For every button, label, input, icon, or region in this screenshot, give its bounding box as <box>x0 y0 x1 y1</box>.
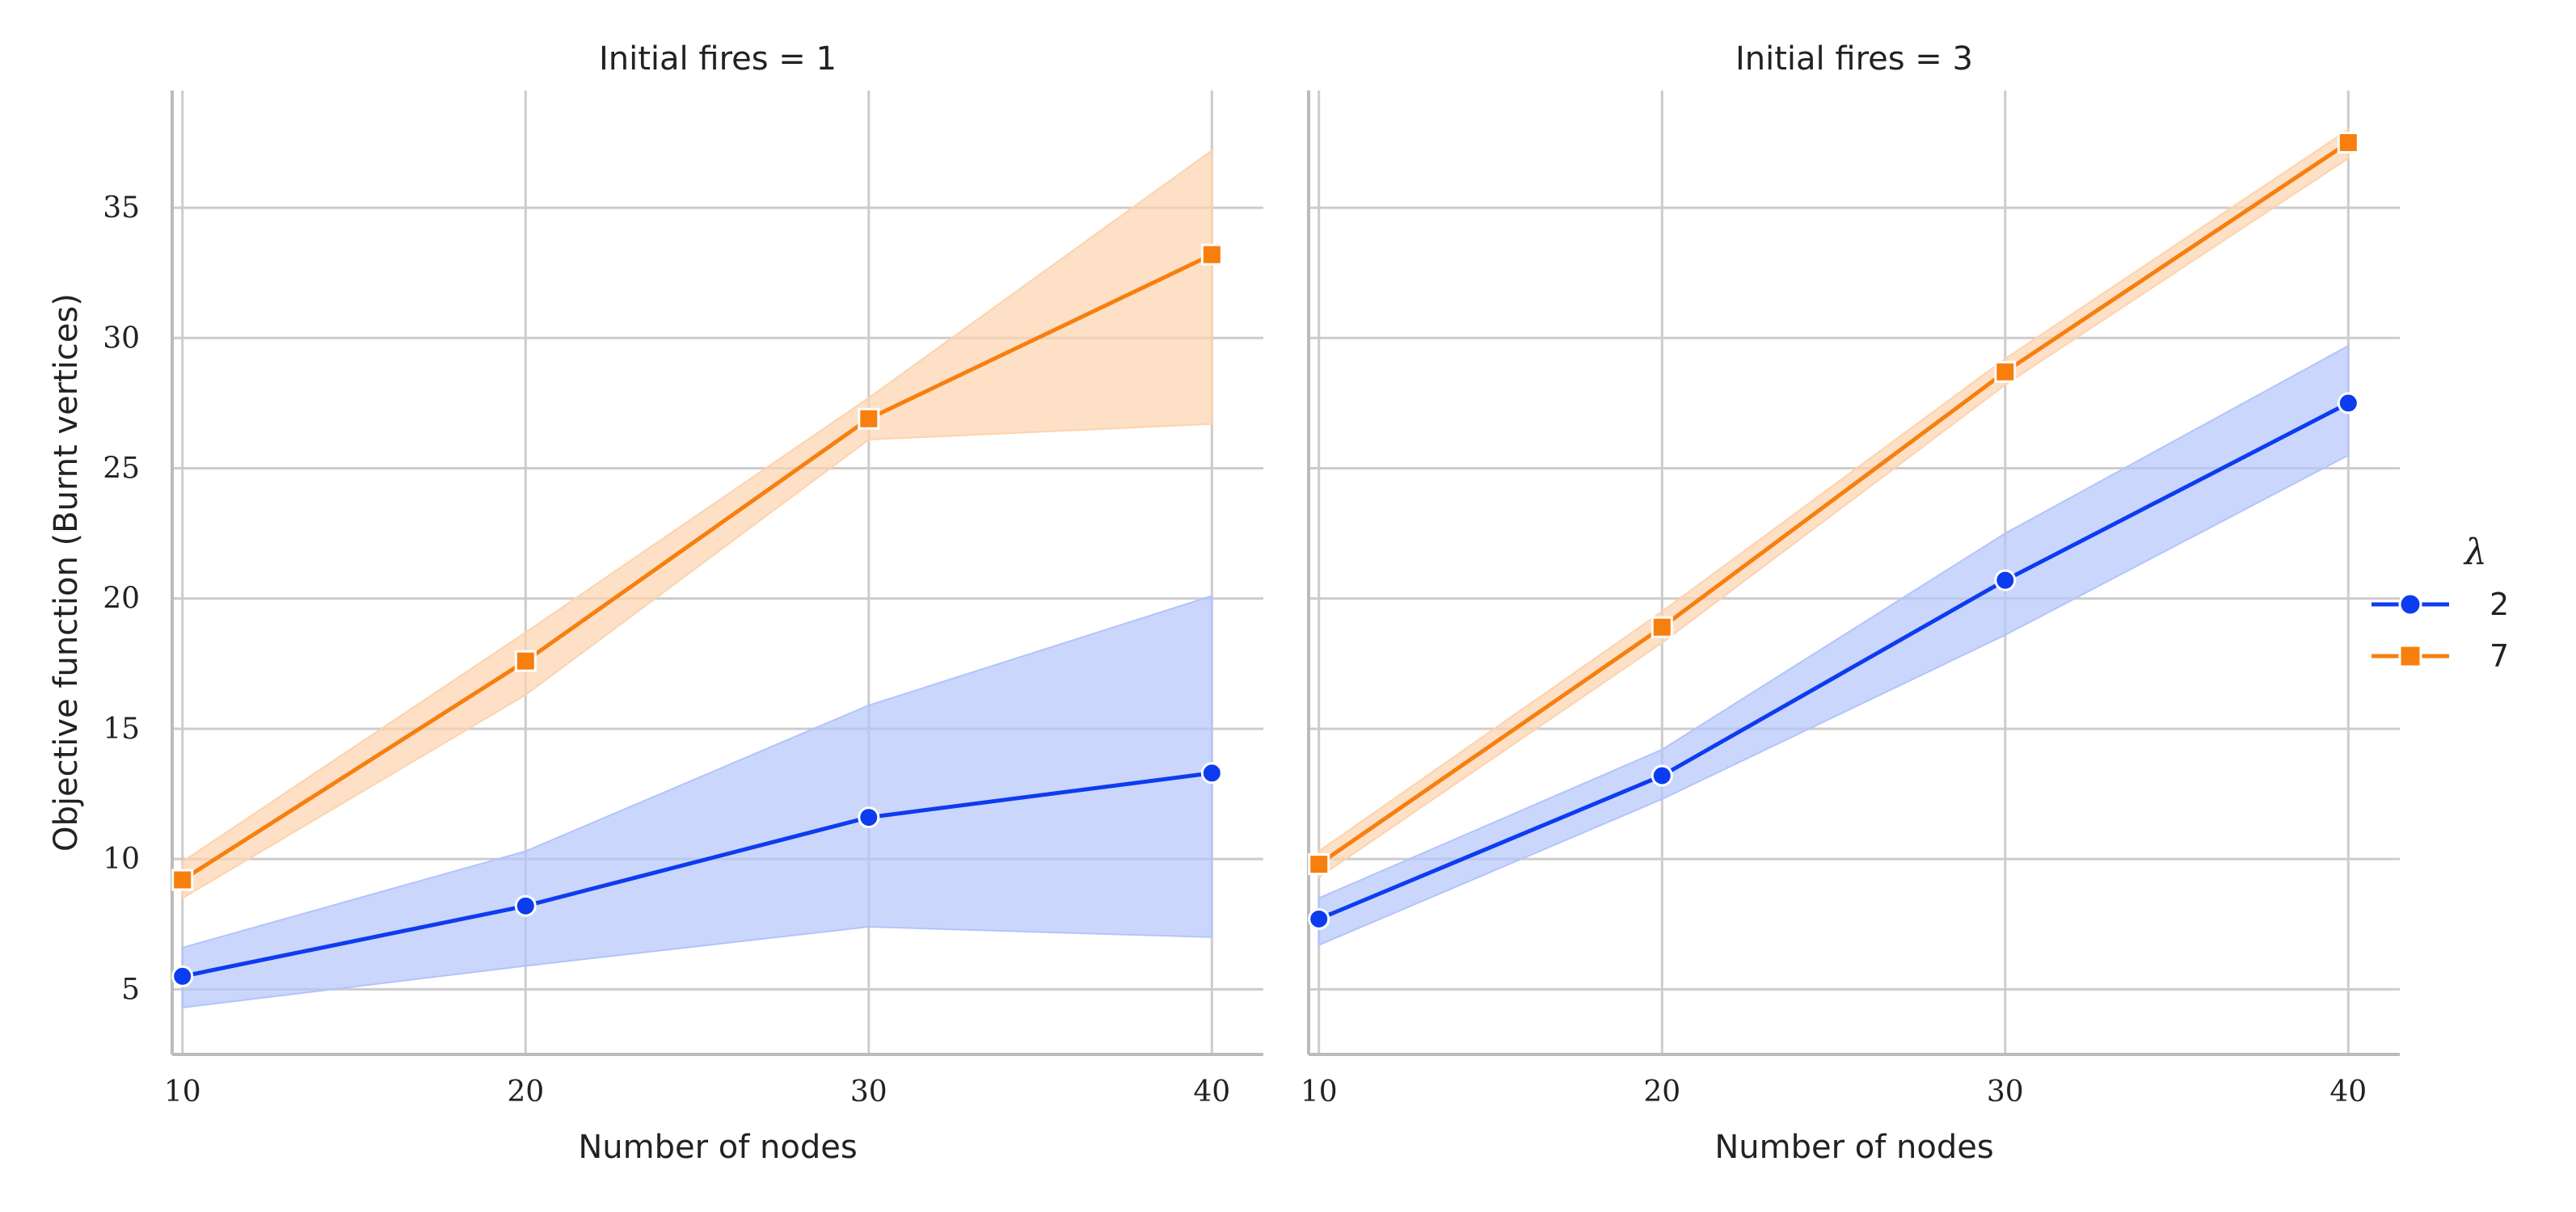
legend-item-2: 2 <box>2372 587 2509 622</box>
legend-label: 7 <box>2490 638 2509 674</box>
data-point-7 <box>514 650 537 672</box>
x-axis-label: Number of nodes <box>578 1129 857 1166</box>
legend-marker <box>2398 644 2422 668</box>
data-point-2 <box>514 894 537 917</box>
data-point-2 <box>1308 907 1330 930</box>
panel-title: Initial fires = 3 <box>1735 40 1973 78</box>
x-tick-label: 30 <box>850 1075 887 1109</box>
y-tick-label: 10 <box>103 843 140 876</box>
legend-items: 27 <box>2372 587 2509 674</box>
x-axis-label: Number of nodes <box>1714 1129 1993 1166</box>
data-point-7 <box>171 869 194 891</box>
x-tick-label: 20 <box>507 1075 544 1109</box>
data-point-7 <box>2337 131 2359 154</box>
confidence-band-7 <box>181 149 1213 900</box>
data-point-7 <box>1308 853 1330 876</box>
panel-2: 10 20 30 40 Initial fires = 3 Number of nodes <box>1301 40 2400 1166</box>
legend-title: λ <box>2463 532 2487 573</box>
x-tick-label: 10 <box>164 1075 201 1109</box>
data-point-2 <box>171 965 194 987</box>
y-tick-label: 35 <box>103 191 140 225</box>
x-tick-label: 10 <box>1301 1075 1338 1109</box>
confidence-band-2 <box>1318 344 2350 947</box>
x-tick-label: 40 <box>2329 1075 2367 1109</box>
data-point-2 <box>858 806 880 829</box>
legend: λ 27 <box>2372 532 2509 674</box>
x-tick-label: 40 <box>1193 1075 1230 1109</box>
y-tick-label: 20 <box>103 583 140 616</box>
chart-panels: 5 10 15 20 25 30 35 10 20 30 40 Initial fires = 1 Nu… <box>48 40 2400 1166</box>
y-tick-label: 5 <box>121 973 140 1006</box>
panel-title: Initial fires = 1 <box>599 40 837 78</box>
confidence-band-2 <box>181 595 1213 1009</box>
legend-item-7: 7 <box>2372 638 2509 674</box>
data-point-7 <box>1651 616 1673 638</box>
y-axis-label: Objective function (Burnt vertices) <box>48 293 85 852</box>
legend-label: 2 <box>2490 587 2509 622</box>
panel-1: 5 10 15 20 25 30 35 10 20 30 40 Initial fires = 1 Nu… <box>48 40 1263 1166</box>
data-point-7 <box>1994 360 2017 383</box>
x-tick-label: 20 <box>1643 1075 1680 1109</box>
series-line-7 <box>181 252 1213 882</box>
data-point-7 <box>1200 243 1223 266</box>
legend-marker <box>2398 592 2422 617</box>
y-tick-label: 30 <box>103 322 140 355</box>
data-point-2 <box>1200 762 1223 785</box>
series-line-2 <box>1318 401 2350 921</box>
series-line-2 <box>182 771 1212 978</box>
data-point-2 <box>1651 764 1673 787</box>
x-tick-label: 30 <box>1987 1075 2024 1109</box>
data-point-7 <box>858 407 880 430</box>
series-line-7 <box>1318 141 2350 866</box>
data-point-2 <box>2337 392 2359 415</box>
y-tick-label: 25 <box>103 452 140 486</box>
data-point-2 <box>1994 569 2017 591</box>
y-tick-label: 15 <box>103 713 140 746</box>
